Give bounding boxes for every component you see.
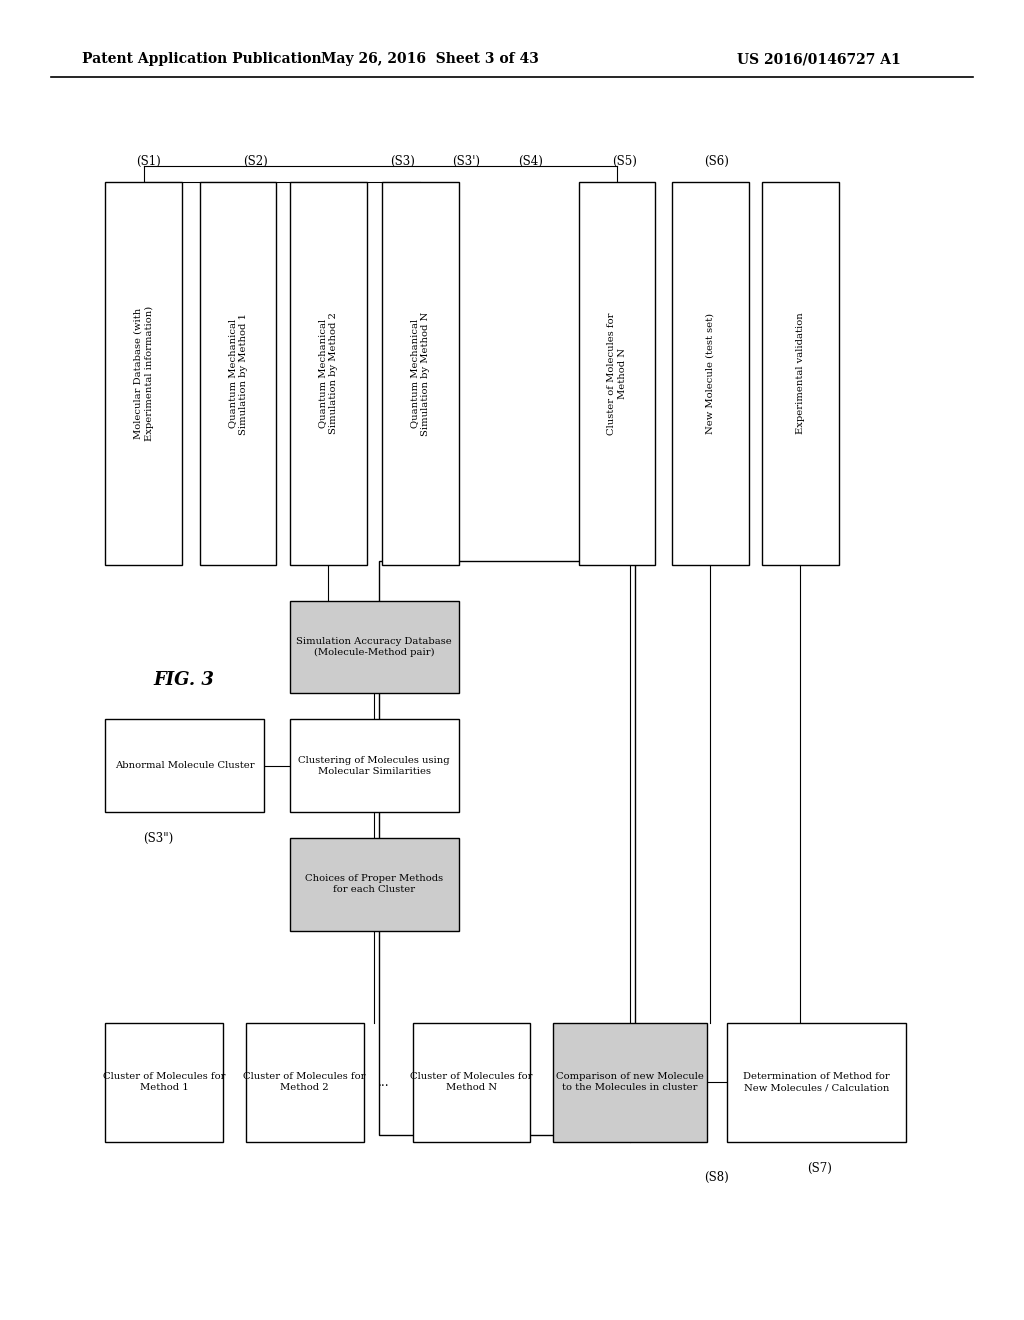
Bar — [246, 1023, 364, 1142]
Text: ...: ... — [357, 370, 370, 383]
Text: (S6): (S6) — [705, 154, 729, 168]
Text: Simulation Accuracy Database
(Molecule-Method pair): Simulation Accuracy Database (Molecule-M… — [296, 636, 453, 657]
Text: FIG. 3: FIG. 3 — [154, 671, 215, 689]
Bar — [290, 182, 367, 565]
Text: Quantum Mechanical
Simulation by Method N: Quantum Mechanical Simulation by Method … — [411, 312, 430, 436]
Text: (S4): (S4) — [518, 154, 543, 168]
Text: Clustering of Molecules using
Molecular Similarities: Clustering of Molecules using Molecular … — [298, 755, 451, 776]
Text: Molecular Database (with
Experimental information): Molecular Database (with Experimental in… — [134, 306, 154, 441]
Text: ...: ... — [378, 1076, 390, 1089]
Text: (S5): (S5) — [612, 154, 637, 168]
Text: New Molecule (test set): New Molecule (test set) — [706, 313, 715, 434]
Text: US 2016/0146727 A1: US 2016/0146727 A1 — [737, 53, 901, 66]
Text: Cluster of Molecules for
Method N: Cluster of Molecules for Method N — [411, 1072, 532, 1093]
Text: Cluster of Molecules for
Method N: Cluster of Molecules for Method N — [607, 313, 627, 434]
Text: (S1): (S1) — [136, 154, 161, 168]
Bar — [105, 719, 264, 812]
Text: Patent Application Publication: Patent Application Publication — [82, 53, 322, 66]
Bar — [727, 1023, 906, 1142]
Text: (S3"): (S3") — [143, 832, 174, 845]
Bar — [105, 182, 182, 565]
Text: Choices of Proper Methods
for each Cluster: Choices of Proper Methods for each Clust… — [305, 874, 443, 895]
Bar — [105, 1023, 223, 1142]
Text: Quantum Mechanical
Simulation by Method 1: Quantum Mechanical Simulation by Method … — [228, 313, 248, 434]
Text: Cluster of Molecules for
Method 2: Cluster of Molecules for Method 2 — [244, 1072, 366, 1093]
Bar — [200, 182, 276, 565]
Bar — [290, 601, 459, 693]
Bar — [382, 182, 459, 565]
Text: (S7): (S7) — [807, 1162, 831, 1175]
Text: Experimental validation: Experimental validation — [796, 313, 805, 434]
Bar — [290, 719, 459, 812]
Bar — [290, 838, 459, 931]
Text: Comparison of new Molecule
to the Molecules in cluster: Comparison of new Molecule to the Molecu… — [556, 1072, 703, 1093]
Bar — [672, 182, 749, 565]
Bar — [762, 182, 839, 565]
Text: (S3): (S3) — [390, 154, 415, 168]
Text: Determination of Method for
New Molecules / Calculation: Determination of Method for New Molecule… — [743, 1072, 890, 1093]
Text: Quantum Mechanical
Simulation by Method 2: Quantum Mechanical Simulation by Method … — [318, 313, 338, 434]
Text: (S3'): (S3') — [452, 154, 480, 168]
Bar — [379, 561, 635, 1135]
Text: May 26, 2016  Sheet 3 of 43: May 26, 2016 Sheet 3 of 43 — [322, 53, 539, 66]
Text: (S2): (S2) — [244, 154, 268, 168]
Bar — [579, 182, 655, 565]
Text: (S8): (S8) — [705, 1171, 729, 1184]
Bar — [413, 1023, 530, 1142]
Bar — [553, 1023, 707, 1142]
Text: Cluster of Molecules for
Method 1: Cluster of Molecules for Method 1 — [103, 1072, 225, 1093]
Text: Abnormal Molecule Cluster: Abnormal Molecule Cluster — [115, 762, 255, 770]
